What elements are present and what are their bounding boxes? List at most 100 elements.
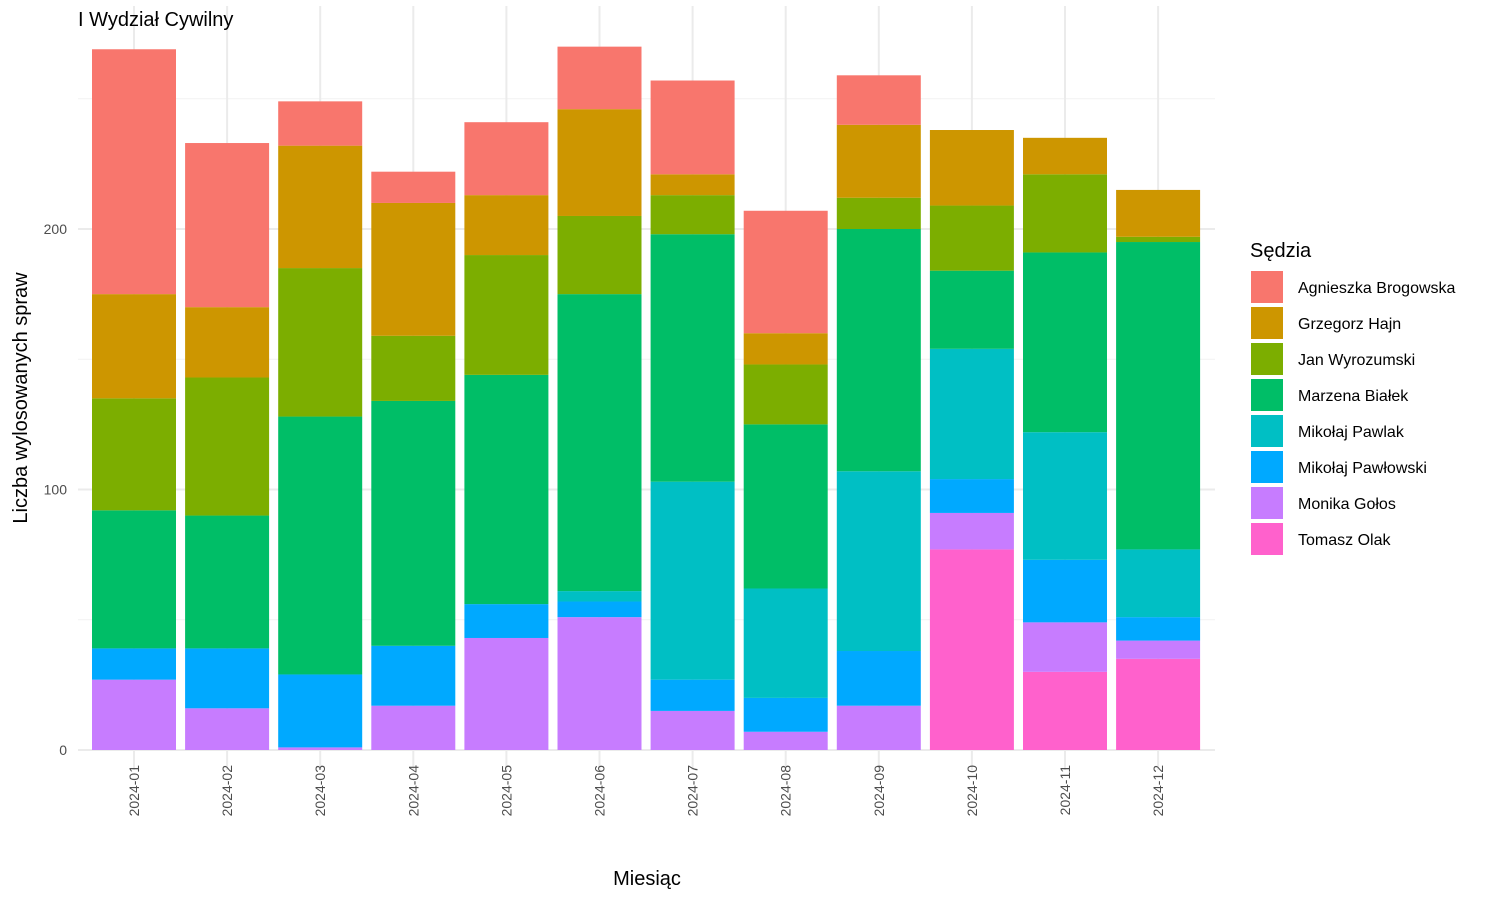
chart-title: I Wydział Cywilny (78, 9, 233, 31)
bar-segment (371, 400, 456, 646)
x-tick-label: 2024-09 (871, 765, 887, 817)
x-tick-label: 2024-06 (592, 765, 608, 817)
bar-segment (557, 215, 642, 295)
legend-label: Marzena Białek (1298, 388, 1409, 405)
bar-segment (92, 679, 176, 750)
x-axis-title: Miesiąc (613, 868, 681, 890)
bar-segment (185, 377, 270, 516)
bar-segment (557, 109, 642, 216)
bar-segment (185, 648, 270, 709)
bar-segment (1023, 137, 1107, 175)
bar-segment (1023, 174, 1107, 253)
bar-segment (1116, 236, 1201, 243)
bar-segment (743, 697, 828, 732)
legend-key (1251, 271, 1283, 303)
bar-segment (1023, 559, 1107, 623)
y-tick-label: 0 (59, 742, 67, 758)
bar-segment (92, 294, 176, 399)
bar-segment (1116, 549, 1201, 618)
bar-segment (185, 515, 270, 649)
legend: Sędzia Agnieszka Brogowska Grzegorz Hajn J… (1250, 240, 1456, 555)
legend-label: Mikołaj Pawłowski (1298, 460, 1427, 477)
bar-segment (92, 648, 176, 680)
x-tick-label: 2024-07 (685, 765, 701, 817)
bar-segment (557, 591, 642, 602)
bar-segment (836, 471, 921, 652)
bar-segment (557, 46, 642, 110)
bar-segment (650, 481, 735, 680)
bar-segment (278, 101, 363, 146)
legend-key (1251, 523, 1283, 555)
bar-segment (836, 651, 921, 706)
bar-segment (743, 210, 828, 334)
legend-label: Monika Gołos (1298, 496, 1396, 513)
bar-segment (836, 705, 921, 750)
bar-segment (464, 255, 549, 375)
x-tick-label: 2024-04 (405, 765, 421, 817)
bar-segment (743, 588, 828, 698)
bar-segment (929, 479, 1014, 513)
legend-label: Grzegorz Hajn (1298, 316, 1401, 333)
legend-label: Jan Wyrozumski (1298, 352, 1415, 369)
bar-segment (557, 294, 642, 592)
bar-segment (92, 510, 176, 649)
legend-key (1251, 379, 1283, 411)
bar-segment (371, 171, 456, 203)
legend-key (1251, 307, 1283, 339)
bar-segment (464, 604, 549, 638)
bar-segment (1116, 617, 1201, 641)
legend-label: Mikołaj Pawlak (1298, 424, 1405, 441)
bar-segment (557, 617, 642, 750)
bar-segment (743, 731, 828, 750)
bar-segment (743, 364, 828, 425)
bar-segment (464, 637, 549, 750)
bar-segment (836, 197, 921, 229)
bar-segment (650, 195, 735, 235)
bar-segment (185, 708, 270, 750)
bar-segment (1023, 252, 1107, 433)
bar-segment (371, 645, 456, 706)
x-tick-label: 2024-05 (498, 765, 514, 817)
y-axis-title: Liczba wylosowanych spraw (10, 272, 32, 524)
bars (92, 46, 1201, 750)
bar-segment (836, 229, 921, 472)
bar-segment (1023, 671, 1107, 750)
bar-segment (1116, 658, 1201, 750)
x-tick-label: 2024-12 (1150, 765, 1166, 817)
bar-segment (929, 130, 1014, 206)
x-tick-label: 2024-03 (312, 765, 328, 817)
y-tick-label: 100 (44, 482, 68, 498)
bar-segment (1116, 242, 1201, 550)
legend-key (1251, 451, 1283, 483)
bar-segment (650, 710, 735, 750)
bar-segment (278, 145, 363, 269)
bar-segment (278, 674, 363, 748)
bar-segment (92, 49, 176, 295)
bar-segment (929, 270, 1014, 349)
bar-segment (650, 679, 735, 711)
bar-segment (743, 424, 828, 589)
bar-segment (1023, 622, 1107, 672)
y-axis-ticks: 0 100 200 (44, 221, 68, 758)
bar-segment (185, 307, 270, 378)
x-tick-label: 2024-10 (964, 765, 980, 817)
bar-segment (278, 268, 363, 417)
bar-segment (464, 195, 549, 256)
y-tick-label: 200 (44, 221, 68, 237)
bar-segment (929, 512, 1014, 550)
bar-segment (929, 549, 1014, 750)
x-tick-label: 2024-11 (1057, 765, 1073, 816)
bar-segment (743, 333, 828, 365)
x-tick-label: 2024-02 (219, 765, 235, 817)
bar-segment (278, 416, 363, 675)
legend-key (1251, 415, 1283, 447)
legend-key (1251, 343, 1283, 375)
bar-segment (185, 143, 270, 308)
bar-segment (371, 335, 456, 401)
bar-segment (1023, 432, 1107, 560)
bar-segment (836, 124, 921, 198)
bar-segment (1116, 640, 1201, 659)
legend-key (1251, 487, 1283, 519)
bar-segment (464, 122, 549, 196)
